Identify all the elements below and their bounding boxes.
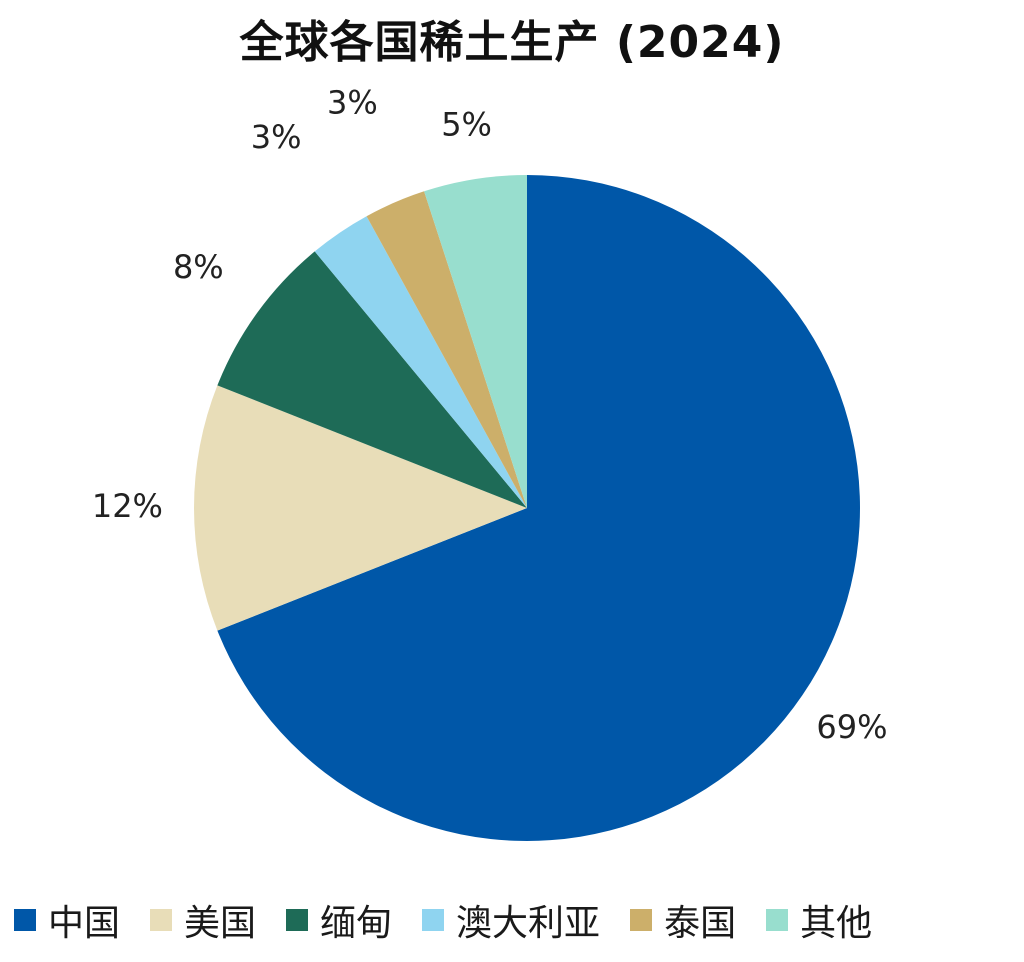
legend-item-2: 美国 bbox=[150, 894, 256, 946]
legend-item-6: 其他 bbox=[766, 894, 872, 946]
legend-swatch bbox=[286, 909, 309, 931]
legend-swatch bbox=[150, 909, 173, 931]
slice-label-2: 12% bbox=[92, 487, 163, 525]
slice-label-4: 3% bbox=[251, 118, 302, 156]
legend-swatch bbox=[630, 909, 653, 931]
pie-chart: 69% 12% 8% 3% 3% 5% bbox=[92, 84, 888, 841]
legend-swatch bbox=[422, 909, 445, 931]
slice-label-3: 8% bbox=[173, 248, 224, 286]
pie-slice-3 bbox=[217, 251, 527, 509]
pie-slice-4 bbox=[314, 216, 527, 508]
pie-slice-6 bbox=[424, 175, 527, 508]
legend-item-3: 缅甸 bbox=[286, 894, 392, 946]
legend-label: 缅甸 bbox=[320, 903, 393, 944]
slice-label-1: 69% bbox=[816, 708, 887, 746]
pie-slice-5 bbox=[366, 191, 527, 508]
legend-swatch bbox=[766, 909, 789, 931]
legend-label: 泰国 bbox=[664, 903, 737, 944]
legend-label: 澳大利亚 bbox=[456, 903, 601, 944]
slice-label-6: 5% bbox=[441, 105, 492, 143]
slice-label-5: 3% bbox=[327, 84, 378, 122]
legend-swatch bbox=[14, 909, 36, 931]
pie-slice-2 bbox=[194, 385, 528, 631]
legend-label: 中国 bbox=[48, 903, 121, 944]
legend-label: 其他 bbox=[800, 903, 873, 944]
legend-item-5: 泰国 bbox=[630, 894, 736, 946]
legend-item-1: 中国 bbox=[14, 894, 120, 946]
chart-title: 全球各国稀土生产 (2024) bbox=[239, 17, 785, 68]
pie-slice-1 bbox=[217, 175, 861, 841]
legend-label: 美国 bbox=[184, 903, 257, 944]
legend-item-4: 澳大利亚 bbox=[422, 894, 600, 946]
legend: 中国 美国 缅甸 澳大利亚 泰国 其他 bbox=[14, 894, 872, 946]
